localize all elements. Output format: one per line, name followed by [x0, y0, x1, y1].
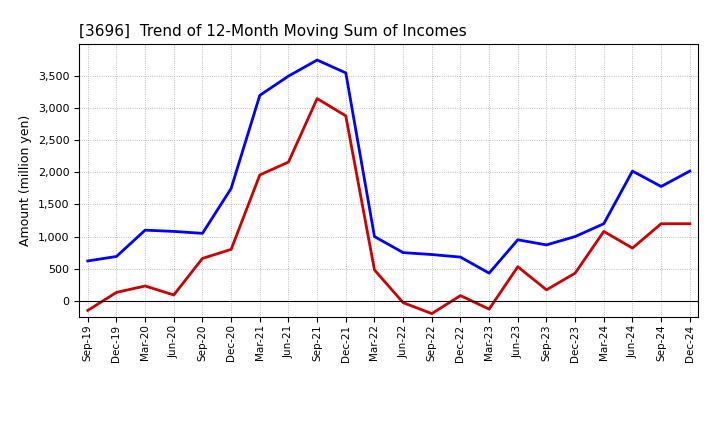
- Net Income: [284, 159, 293, 165]
- Ordinary Income: [341, 70, 350, 76]
- Line: Net Income: Net Income: [88, 99, 690, 314]
- Net Income: [312, 96, 321, 101]
- Net Income: [571, 271, 580, 276]
- Net Income: [84, 308, 92, 313]
- Ordinary Income: [657, 184, 665, 189]
- Net Income: [485, 306, 493, 312]
- Ordinary Income: [542, 242, 551, 248]
- Ordinary Income: [513, 237, 522, 242]
- Net Income: [141, 283, 150, 289]
- Ordinary Income: [370, 234, 379, 239]
- Ordinary Income: [456, 254, 465, 260]
- Y-axis label: Amount (million yen): Amount (million yen): [19, 115, 32, 246]
- Net Income: [542, 287, 551, 293]
- Net Income: [169, 292, 178, 297]
- Ordinary Income: [571, 234, 580, 239]
- Net Income: [112, 290, 121, 295]
- Ordinary Income: [84, 258, 92, 264]
- Net Income: [227, 247, 235, 252]
- Net Income: [399, 300, 408, 305]
- Ordinary Income: [428, 252, 436, 257]
- Net Income: [513, 264, 522, 269]
- Net Income: [657, 221, 665, 226]
- Net Income: [256, 172, 264, 178]
- Net Income: [370, 268, 379, 273]
- Ordinary Income: [600, 221, 608, 226]
- Net Income: [456, 293, 465, 298]
- Ordinary Income: [169, 229, 178, 234]
- Net Income: [428, 311, 436, 316]
- Ordinary Income: [112, 254, 121, 259]
- Ordinary Income: [284, 73, 293, 79]
- Ordinary Income: [485, 271, 493, 276]
- Ordinary Income: [227, 186, 235, 191]
- Net Income: [198, 256, 207, 261]
- Net Income: [628, 246, 636, 251]
- Text: [3696]  Trend of 12-Month Moving Sum of Incomes: [3696] Trend of 12-Month Moving Sum of I…: [79, 24, 467, 39]
- Ordinary Income: [141, 227, 150, 233]
- Line: Ordinary Income: Ordinary Income: [88, 60, 690, 273]
- Ordinary Income: [198, 231, 207, 236]
- Net Income: [685, 221, 694, 226]
- Ordinary Income: [628, 169, 636, 174]
- Net Income: [600, 229, 608, 234]
- Ordinary Income: [256, 93, 264, 98]
- Ordinary Income: [399, 250, 408, 255]
- Ordinary Income: [685, 169, 694, 174]
- Ordinary Income: [312, 57, 321, 62]
- Net Income: [341, 113, 350, 118]
